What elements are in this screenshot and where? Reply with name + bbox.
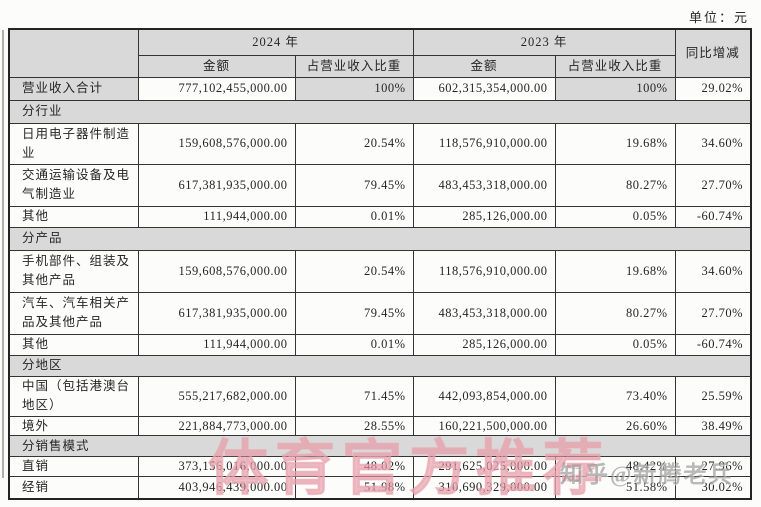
table-header-years: 2024 年 2023 年 同比增减: [8, 28, 752, 78]
cell-amount-2024: 617,381,935,000.00: [137, 291, 296, 335]
table-row: 境外 221,884,773,000.00 28.55% 160,221,500…: [8, 415, 752, 437]
cell-share-2023: 48.42%: [554, 456, 676, 478]
table-row: 中国（包括港澳台地区） 555,217,682,000.00 71.45% 44…: [8, 375, 752, 417]
cell-yoy: 25.59%: [674, 375, 752, 417]
cell-amount-2023: 442,093,854,000.00: [412, 375, 556, 417]
cell-share-2023: 0.05%: [554, 205, 676, 228]
row-label: 境外: [8, 415, 139, 437]
row-label: 其他: [8, 333, 139, 356]
row-label: 日用电子器件制造业: [8, 122, 139, 165]
row-label: 交通运输设备及电气制造业: [8, 163, 139, 207]
cell-yoy: 38.49%: [674, 415, 752, 437]
row-label: 汽车、汽车相关产品及其他产品: [8, 291, 139, 335]
cell-amount-2024: 777,102,455,000.00: [137, 76, 296, 101]
cell-yoy: 27.96%: [674, 456, 752, 478]
table-row: 交通运输设备及电气制造业 617,381,935,000.00 79.45% 4…: [8, 163, 752, 207]
cell-amount-2024: 555,217,682,000.00: [137, 375, 296, 417]
cell-amount-2024: 159,608,576,000.00: [137, 249, 296, 293]
cell-yoy: 29.02%: [674, 76, 752, 101]
header-amount-2023: 金额: [412, 54, 556, 78]
section-label: 分行业: [8, 99, 752, 124]
row-label: 中国（包括港澳台地区）: [8, 375, 139, 417]
header-amount-2024: 金额: [137, 54, 296, 78]
cell-yoy: 30.02%: [674, 476, 752, 500]
row-label: 经销: [8, 476, 139, 500]
unit-label: 单位：元: [688, 10, 749, 25]
scan-edge-line: [2, 30, 4, 478]
cell-amount-2023: 483,453,318,000.00: [412, 291, 556, 335]
cell-amount-2023: 160,221,500,000.00: [412, 415, 556, 437]
cell-share-2023: 19.68%: [554, 249, 676, 293]
cell-amount-2024: 373,156,016,000.00: [137, 456, 296, 478]
cell-share-2023: 51.58%: [554, 476, 676, 500]
cell-share-2024: 79.45%: [294, 291, 414, 335]
header-2024: 2024 年: [137, 28, 414, 56]
section-label: 分地区: [8, 354, 752, 377]
cell-share-2024: 51.98%: [294, 476, 414, 500]
row-label: 其他: [8, 205, 139, 228]
cell-share-2023: 0.05%: [554, 333, 676, 356]
header-share-2023: 占营业收入比重: [554, 54, 676, 78]
cell-share-2023: 19.68%: [554, 122, 676, 165]
table-row: 其他 111,944,000.00 0.01% 285,126,000.00 0…: [8, 205, 752, 228]
cell-yoy: 34.60%: [674, 249, 752, 293]
row-label: 营业收入合计: [8, 76, 139, 101]
table-row: 直销 373,156,016,000.00 48.02% 291,625,025…: [8, 456, 752, 478]
table-row: 其他 111,944,000.00 0.01% 285,126,000.00 0…: [8, 333, 752, 356]
cell-amount-2023: 310,690,329,000.00: [412, 476, 556, 500]
cell-share-2024: 28.55%: [294, 415, 414, 437]
header-yoy: 同比增减: [674, 28, 752, 78]
cell-share-2024: 0.01%: [294, 333, 414, 356]
cell-amount-2024: 617,381,935,000.00: [137, 163, 296, 207]
table-header-metrics: 金额 占营业收入比重 金额 占营业收入比重: [9, 54, 751, 78]
cell-amount-2023: 291,625,025,000.00: [412, 456, 556, 478]
cell-amount-2023: 602,315,354,000.00: [412, 76, 556, 101]
cell-amount-2023: 285,126,000.00: [412, 333, 556, 356]
cell-amount-2023: 285,126,000.00: [412, 205, 556, 228]
cell-share-2024: 20.54%: [294, 122, 414, 165]
cell-amount-2023: 483,453,318,000.00: [412, 163, 556, 207]
cell-amount-2024: 221,884,773,000.00: [137, 415, 296, 437]
cell-share-2024: 71.45%: [294, 375, 414, 417]
cell-amount-2024: 111,944,000.00: [137, 205, 296, 228]
table-row: 日用电子器件制造业 159,608,576,000.00 20.54% 118,…: [8, 122, 752, 165]
cell-share-2024: 0.01%: [294, 205, 414, 228]
section-row-product: 分产品: [8, 226, 752, 251]
table-row: 手机部件、组装及其他产品 159,608,576,000.00 20.54% 1…: [8, 249, 752, 293]
table-row: 经销 403,946,439,000.00 51.98% 310,690,329…: [8, 476, 752, 500]
cell-amount-2023: 118,576,910,000.00: [412, 249, 556, 293]
cell-yoy: -60.74%: [674, 333, 752, 356]
cell-share-2023: 80.27%: [554, 163, 676, 207]
cell-amount-2024: 403,946,439,000.00: [137, 476, 296, 500]
header-2023: 2023 年: [412, 28, 676, 56]
cell-amount-2024: 159,608,576,000.00: [137, 122, 296, 165]
cell-amount-2023: 118,576,910,000.00: [412, 122, 556, 165]
cell-yoy: 27.70%: [674, 163, 752, 207]
cell-share-2024: 48.02%: [294, 456, 414, 478]
corner-cell: [8, 28, 139, 78]
cell-share-2023: 73.40%: [554, 375, 676, 417]
header-share-2024: 占营业收入比重: [294, 54, 414, 78]
section-row-industry: 分行业: [8, 99, 752, 124]
section-label: 分产品: [8, 226, 752, 251]
revenue-table: 2024 年 2023 年 同比增减 金额 占营业收入比重 金额 占营业收入比重…: [8, 28, 753, 500]
row-label: 直销: [8, 456, 139, 478]
section-row-region: 分地区: [8, 354, 752, 377]
cell-share-2024: 100%: [294, 76, 414, 101]
table-row-total: 营业收入合计 777,102,455,000.00 100% 602,315,3…: [8, 76, 752, 101]
cell-share-2023: 26.60%: [554, 415, 676, 437]
section-row-sales-model: 分销售模式: [8, 435, 752, 458]
section-label: 分销售模式: [8, 435, 752, 458]
cell-yoy: 34.60%: [674, 122, 752, 165]
cell-share-2023: 100%: [554, 76, 676, 101]
row-label: 手机部件、组装及其他产品: [8, 249, 139, 293]
cell-amount-2024: 111,944,000.00: [137, 333, 296, 356]
cell-yoy: -60.74%: [674, 205, 752, 228]
cell-yoy: 27.70%: [674, 291, 752, 335]
table-row: 汽车、汽车相关产品及其他产品 617,381,935,000.00 79.45%…: [8, 291, 752, 335]
cell-share-2024: 20.54%: [294, 249, 414, 293]
cell-share-2024: 79.45%: [294, 163, 414, 207]
cell-share-2023: 80.27%: [554, 291, 676, 335]
